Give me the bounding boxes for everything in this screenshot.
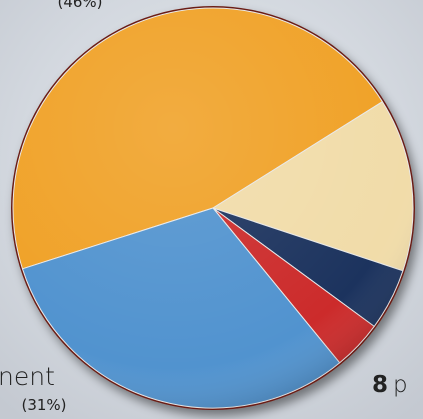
count-label: 8 — [372, 372, 388, 398]
slice-label: (46%) — [57, 0, 102, 11]
count-label: p — [393, 372, 408, 398]
slice-label: (31%) — [21, 396, 66, 414]
pie — [12, 7, 414, 409]
category-label: nent — [0, 362, 55, 391]
